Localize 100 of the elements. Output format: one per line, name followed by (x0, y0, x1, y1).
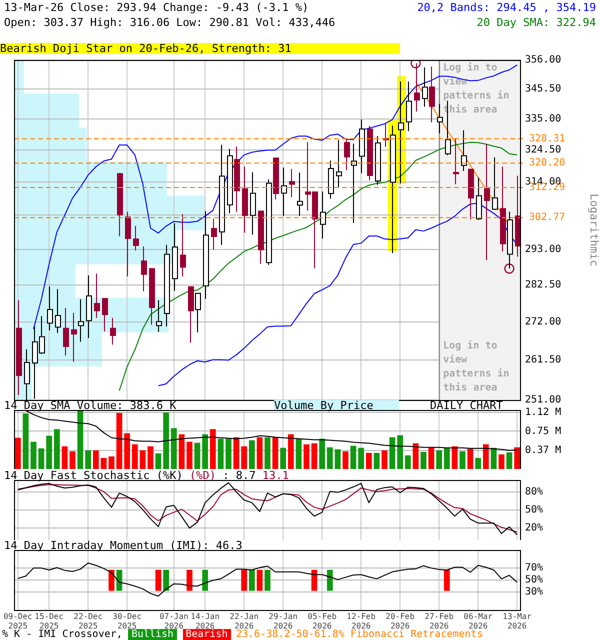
bar (46, 436, 52, 469)
text: Bearish Doji Star on 20-Feb-26, Strength: 31 (0, 42, 400, 55)
text: Bearish (182, 629, 231, 640)
bar (22, 414, 29, 469)
bar (248, 440, 255, 469)
y-tick-label: 80% (525, 486, 544, 498)
chart-subtitle: Open: 303.37 High: 316.06 Low: 290.81 Vol: 433,446 (4, 16, 336, 29)
bar (70, 451, 76, 469)
y-tick-label: 356.00 (525, 54, 562, 66)
candlestick (110, 317, 116, 346)
bar (194, 442, 200, 469)
bar (124, 433, 130, 469)
x-tick-label: 13-Mar 2026 (502, 612, 532, 630)
bar (256, 437, 263, 469)
text: Bullish (128, 629, 177, 640)
bar (100, 458, 107, 469)
candlestick (71, 312, 77, 362)
y-tick-label: 50% (525, 504, 544, 516)
annotation: DAILY CHART (430, 399, 503, 412)
bar (460, 451, 466, 469)
bar (148, 446, 154, 469)
bar (514, 447, 520, 469)
bar (420, 452, 426, 469)
candlestick (250, 172, 256, 236)
bar (436, 450, 442, 469)
y-tick-label: 20% (525, 522, 544, 534)
y-tick-label: 50% (525, 574, 544, 586)
bar (264, 437, 270, 469)
chart-title: 14 Day Intraday Momentum (IMI): 46.3 (4, 539, 242, 552)
candlestick (281, 167, 287, 216)
bar (428, 448, 434, 469)
x-tick-label: 15-Dec 2025 (34, 612, 64, 630)
x-tick-label: 07-Jan 2026 (159, 612, 189, 630)
bar (389, 437, 396, 469)
annotation: Volume By Price (274, 399, 399, 412)
text: % K - IMI Crossover, (2, 629, 124, 640)
bar (397, 435, 404, 469)
candlestick (133, 225, 139, 251)
annotation: 13.1 (262, 469, 289, 482)
candlestick (414, 62, 420, 112)
bar (475, 458, 482, 469)
chart-title: 13-Mar-26 Close: 293.94 Change: -9.43 (-3.1 %) (4, 1, 309, 14)
y-tick-label: 30% (525, 586, 544, 598)
bar (467, 448, 474, 469)
candlestick (453, 138, 459, 185)
y-tick-label: 0.75 M (525, 426, 562, 437)
bar (288, 434, 294, 469)
bar (498, 454, 504, 469)
candlestick (180, 214, 186, 277)
bar (54, 429, 60, 469)
bar (116, 413, 122, 469)
text: 20 Day SMA: 322.94 (476, 16, 596, 29)
x-tick-label: 09-Dec 2025 (3, 612, 33, 630)
x-tick-label: 22-Dec 2025 (74, 612, 103, 630)
bar (374, 452, 380, 469)
candlestick (211, 218, 217, 250)
bar (14, 438, 21, 469)
bar (304, 444, 310, 469)
candlestick (289, 168, 295, 198)
text: (%K) (156, 469, 184, 482)
bar (482, 444, 489, 469)
annotation: : 8.7 (222, 469, 257, 482)
bar (132, 444, 138, 469)
annotation: Log in to view patterns in this area (443, 340, 510, 394)
y-tick-label: 324.50 (525, 144, 562, 156)
bar (30, 442, 36, 469)
y-tick-label: 293.00 (525, 244, 562, 256)
y-tick-label: 70% (525, 562, 544, 574)
x-tick-label: 12-Feb 2026 (346, 612, 376, 630)
bar (272, 437, 278, 469)
bar (140, 450, 146, 469)
y-tick-label: 0.37 M (525, 444, 562, 456)
ref-line-label: 320.20 (529, 158, 566, 169)
chart-title: 14 Day Fast Stochastic (4, 469, 151, 482)
x-tick-label: 20-Feb 2026 (386, 612, 415, 630)
bar (226, 438, 232, 469)
candlestick (422, 66, 428, 108)
bar (218, 438, 224, 469)
bar (210, 429, 216, 469)
bar (326, 447, 333, 469)
candlestick (461, 130, 467, 172)
bar (170, 428, 177, 469)
bar (178, 434, 185, 469)
bar (108, 456, 114, 469)
bar (404, 455, 411, 469)
bar (155, 453, 162, 469)
series-label: (%D) (189, 469, 217, 482)
candlestick (141, 246, 147, 292)
candlestick (492, 156, 498, 210)
bar (38, 448, 44, 469)
y-tick-label: 261.50 (525, 354, 562, 366)
candlestick (406, 81, 412, 132)
candlestick (195, 292, 201, 333)
bar (296, 438, 302, 469)
bar (334, 449, 341, 469)
bar (319, 438, 326, 469)
bar (77, 411, 84, 469)
bar (62, 446, 68, 469)
y-tick-label: 335.00 (525, 114, 562, 125)
bar (358, 448, 364, 469)
